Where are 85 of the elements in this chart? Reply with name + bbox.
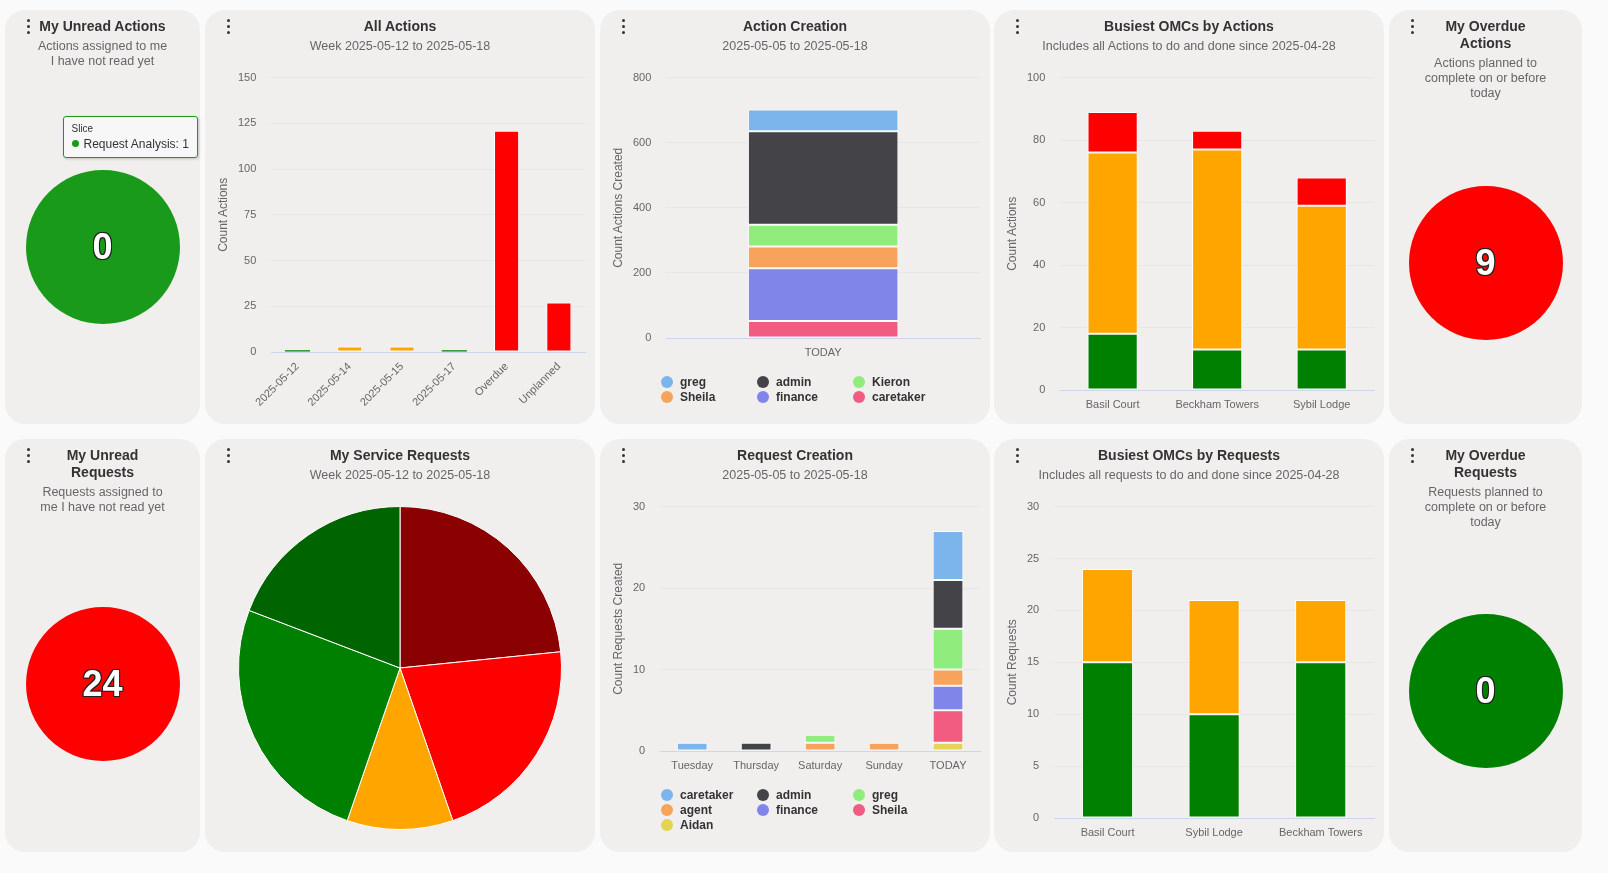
legend-label: greg: [872, 787, 899, 802]
legend-label: Sheila: [680, 389, 716, 404]
y-tick-label: 60: [1033, 195, 1046, 208]
x-tick-label: Basil Court: [1080, 825, 1135, 838]
y-tick-label: 100: [237, 162, 257, 175]
y-axis-title: Count Actions Created: [610, 147, 625, 268]
y-tick-label: 30: [1026, 499, 1040, 512]
chart-title: My Unread Requests: [65, 446, 140, 481]
chart-subtitle: 2025-05-05 to 2025-05-18: [721, 38, 869, 54]
chart-subtitle: Week 2025-05-12 to 2025-05-18: [308, 38, 492, 54]
chart-title: My Service Requests: [328, 446, 472, 464]
chart-title: Busiest OMCs by Requests: [1096, 446, 1282, 464]
chart-title: Action Creation: [741, 17, 849, 35]
x-tick-label: Tuesday: [671, 758, 714, 771]
y-tick-label: 400: [632, 200, 652, 213]
legend-label: admin: [776, 374, 812, 389]
chart-title: My Overdue Requests: [1444, 446, 1527, 481]
y-tick-label: 600: [632, 135, 652, 148]
x-tick-label: Saturday: [798, 758, 843, 771]
x-tick-label: Beckham Towers: [1175, 397, 1260, 410]
y-tick-label: 75: [244, 207, 257, 220]
y-tick-label: 40: [1033, 258, 1046, 271]
y-tick-label: 100: [1026, 70, 1046, 83]
x-tick-label: TODAY: [804, 345, 843, 358]
text: 24: [82, 662, 123, 704]
y-tick-label: 800: [632, 70, 652, 83]
legend-label: Sheila: [872, 802, 908, 817]
y-tick-label: 5: [1033, 759, 1040, 772]
legend-label: caretaker: [680, 787, 734, 802]
chart-title: Busiest OMCs by Actions: [1103, 17, 1275, 35]
y-tick-label: 25: [244, 299, 257, 312]
x-tick-label: Basil Court: [1085, 397, 1140, 410]
y-tick-label: 80: [1033, 133, 1046, 146]
chart-subtitle: Includes all requests to do and done since 2025-04-28: [1037, 467, 1341, 483]
y-tick-label: 0: [250, 345, 257, 358]
chart-title: All Actions: [362, 17, 438, 35]
legend-label: greg: [680, 374, 707, 389]
y-tick-label: 0: [1033, 811, 1040, 824]
legend-label: caretaker: [872, 389, 926, 404]
y-tick-label: 10: [632, 662, 646, 675]
y-tick-label: 20: [632, 581, 646, 594]
chart-subtitle: Includes all Actions to do and done since 2025-04-28: [1041, 38, 1337, 54]
y-tick-label: 0: [1039, 383, 1046, 396]
text: 9: [1475, 241, 1496, 283]
y-tick-label: 20: [1026, 603, 1040, 616]
x-tick-label: Sunday: [865, 758, 904, 771]
y-axis-title: Count Requests: [1004, 619, 1019, 706]
y-tick-label: 0: [639, 744, 646, 757]
chart-title: My Unread Actions: [38, 17, 167, 35]
y-tick-label: 200: [632, 265, 652, 278]
y-axis-title: Count Actions: [215, 177, 230, 252]
y-tick-label: 150: [237, 70, 257, 83]
legend-label: Aidan: [680, 817, 714, 832]
chart-subtitle: Actions planned to complete on or before today: [1423, 55, 1548, 101]
y-tick-label: 10: [1026, 707, 1040, 720]
y-axis-title: Count Actions: [1004, 196, 1019, 271]
text: Request Analysis: 1: [83, 135, 189, 152]
legend-label: finance: [776, 389, 819, 404]
chart-subtitle: 2025-05-05 to 2025-05-18: [721, 467, 869, 483]
legend-label: agent: [680, 802, 713, 817]
legend-label: Kieron: [872, 374, 911, 389]
y-axis-title: Count Requests Created: [610, 562, 625, 695]
x-tick-label: Beckham Towers: [1278, 825, 1363, 838]
y-tick-label: 20: [1033, 320, 1046, 333]
legend-label: finance: [776, 802, 819, 817]
y-tick-label: 15: [1026, 655, 1040, 668]
chart-title: Request Creation: [736, 446, 854, 464]
text: 0: [1475, 670, 1496, 711]
chart-subtitle: Week 2025-05-12 to 2025-05-18: [308, 467, 492, 483]
chart-subtitle: Requests planned to complete on or before today: [1423, 484, 1548, 530]
x-tick-label: Sybil Lodge: [1185, 825, 1243, 838]
y-tick-label: 25: [1026, 551, 1040, 564]
y-tick-label: 50: [244, 253, 257, 266]
text: 0: [92, 225, 113, 267]
text: Slice: [71, 121, 95, 136]
y-tick-label: 30: [632, 499, 646, 512]
y-tick-label: 125: [237, 116, 257, 129]
legend-label: admin: [776, 787, 812, 802]
chart-title: My Overdue Actions: [1444, 17, 1527, 52]
y-tick-label: 0: [645, 331, 652, 344]
chart-subtitle: Actions assigned to me I have not read yet: [36, 38, 169, 69]
x-tick-label: TODAY: [929, 758, 968, 771]
chart-subtitle: Requests assigned to me I have not read yet: [39, 484, 166, 515]
x-tick-label: Sybil Lodge: [1292, 397, 1351, 410]
x-tick-label: Thursday: [733, 758, 780, 771]
